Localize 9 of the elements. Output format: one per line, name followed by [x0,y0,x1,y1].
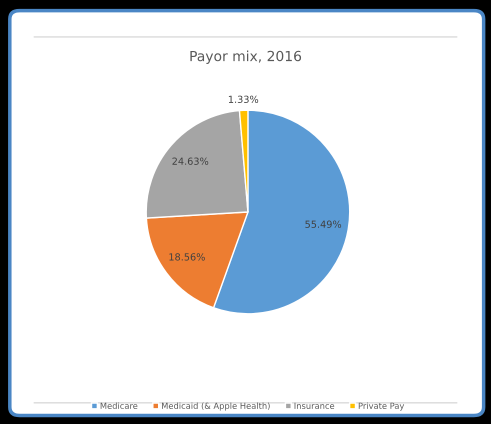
chart-title: Payor mix, 2016 [190,50,302,64]
data-label: 18.56% [169,253,205,261]
data-label: 55.49% [305,220,342,228]
data-label: 24.63% [172,158,208,165]
legend-label: Medicaid (& Apple Health) [162,402,270,411]
legend-label: Insurance [294,402,334,409]
data-label: 1.33% [228,96,258,103]
legend-label: Private Pay [358,402,404,411]
legend-label: Medicare [100,402,138,409]
